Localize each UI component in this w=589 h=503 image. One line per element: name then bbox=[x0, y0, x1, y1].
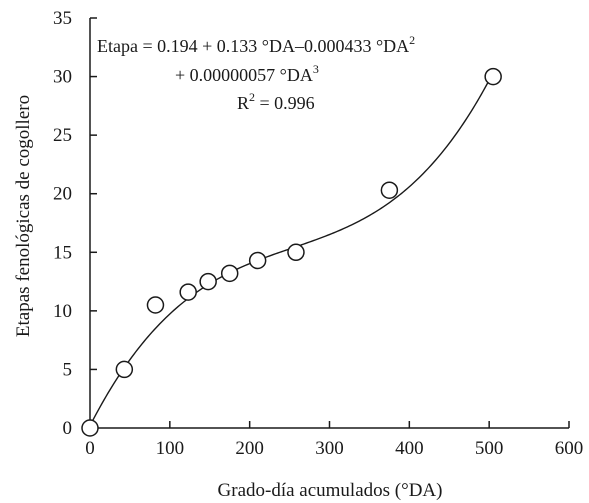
data-point bbox=[248, 251, 267, 270]
r-squared-superscript: 2 bbox=[249, 90, 255, 104]
y-axis-title: Etapas fenológicas de cogollero bbox=[13, 95, 34, 337]
y-tick-label: 15 bbox=[53, 242, 72, 263]
equation-line-2-text: + 0.00000057 °DA bbox=[175, 65, 313, 85]
x-axis-title: Grado-día acumulados (°DA) bbox=[218, 480, 443, 501]
data-point bbox=[146, 296, 165, 314]
data-point bbox=[199, 272, 217, 291]
data-point bbox=[287, 243, 305, 262]
equation-line-2: + 0.00000057 °DA3 bbox=[175, 62, 319, 85]
y-tick-label: 20 bbox=[53, 184, 72, 205]
data-point bbox=[115, 360, 134, 379]
equation-line-2-superscript: 3 bbox=[313, 62, 319, 76]
data-point bbox=[484, 67, 502, 86]
equation-line-1-text: Etapa = 0.194 + 0.133 °DA–0.000433 °DA bbox=[97, 36, 409, 56]
x-tick-label: 600 bbox=[555, 438, 584, 459]
x-tick-label: 400 bbox=[395, 438, 424, 459]
y-tick-label: 25 bbox=[53, 125, 72, 146]
y-tick-label: 10 bbox=[53, 301, 72, 322]
data-point bbox=[179, 283, 197, 301]
x-tick-label: 300 bbox=[315, 438, 344, 459]
x-tick-label: 0 bbox=[85, 438, 95, 459]
equation-line-1-superscript: 2 bbox=[409, 33, 415, 47]
r-squared-prefix: R bbox=[237, 93, 249, 113]
x-axis-ticks: 0 100 200 300 400 500 600 bbox=[85, 421, 583, 459]
equation-line-1: Etapa = 0.194 + 0.133 °DA–0.000433 °DA2 bbox=[97, 33, 415, 56]
data-point bbox=[220, 264, 239, 283]
x-tick-label: 100 bbox=[156, 438, 185, 459]
y-axis-ticks: 0 5 10 15 20 25 30 35 bbox=[53, 8, 97, 439]
r-squared-value: = 0.996 bbox=[255, 93, 315, 113]
equation-annotation: Etapa = 0.194 + 0.133 °DA–0.000433 °DA2 … bbox=[97, 33, 415, 113]
data-points bbox=[81, 67, 502, 437]
x-tick-label: 500 bbox=[475, 438, 504, 459]
data-point bbox=[81, 419, 99, 437]
y-tick-label: 0 bbox=[63, 418, 73, 439]
y-tick-label: 35 bbox=[53, 8, 72, 29]
y-tick-label: 30 bbox=[53, 67, 72, 88]
y-tick-label: 5 bbox=[63, 359, 73, 380]
r-squared-label: R2 = 0.996 bbox=[237, 90, 315, 113]
data-point bbox=[380, 181, 399, 199]
x-tick-label: 200 bbox=[235, 438, 264, 459]
